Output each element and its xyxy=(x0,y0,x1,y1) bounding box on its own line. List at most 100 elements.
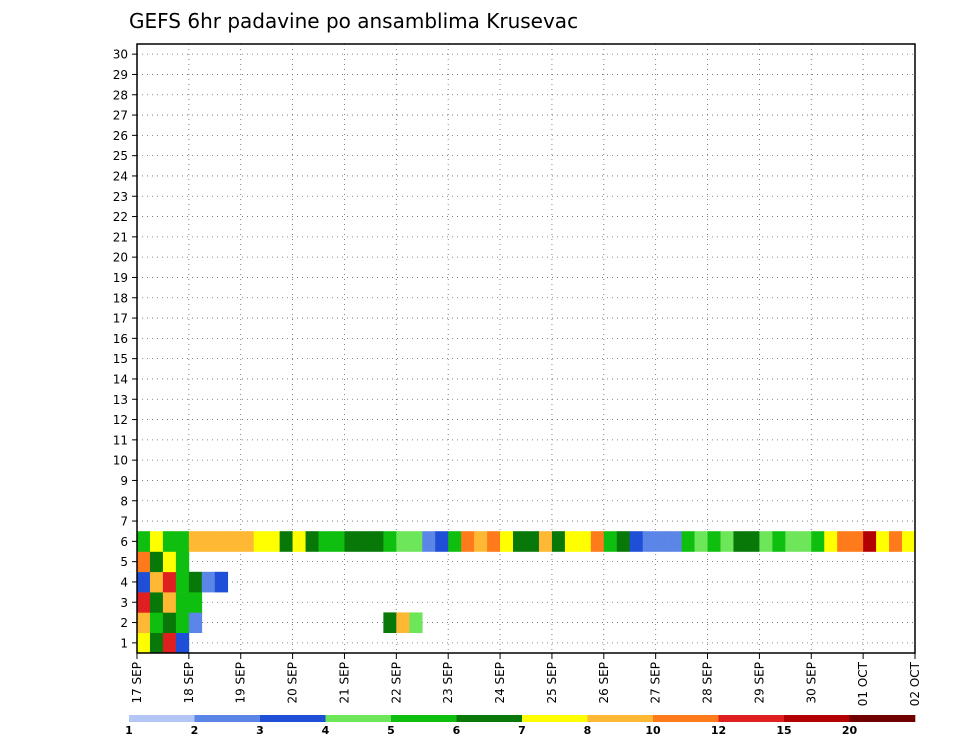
legend-color-swatch xyxy=(718,715,785,722)
y-tick-label: 3 xyxy=(120,596,128,610)
legend-label: 20 xyxy=(842,724,858,737)
heatmap-cell xyxy=(266,531,280,552)
x-tick-label: 20 SEP xyxy=(286,662,300,704)
heatmap-cell xyxy=(201,571,216,593)
heatmap-cell xyxy=(162,531,177,552)
heatmap-cell xyxy=(616,531,631,552)
heatmap-cell xyxy=(577,531,592,552)
heatmap-cell xyxy=(370,531,384,552)
legend-color-swatch xyxy=(456,715,523,722)
x-axis-ticks: 17 SEP 18 SEP 19 SEP 20 SEP 21 SEP 22 SEP 23 S… xyxy=(130,653,922,706)
heatmap-cell xyxy=(149,612,164,633)
y-tick-label: 26 xyxy=(113,129,128,143)
heatmap-cell xyxy=(642,531,656,552)
y-tick-label: 22 xyxy=(113,210,128,224)
y-axis-ticks: 1234567891011121314151617181920212223242… xyxy=(113,48,137,650)
heatmap-cell xyxy=(759,531,773,552)
heatmap-cell xyxy=(227,531,242,552)
heatmap-cell xyxy=(149,551,164,573)
heatmap-cell xyxy=(214,571,229,593)
x-tick-label: 28 SEP xyxy=(701,662,715,704)
heatmap-cell xyxy=(137,531,151,552)
heatmap-cell xyxy=(137,612,151,633)
x-tick-label: 21 SEP xyxy=(337,662,351,704)
y-tick-label: 25 xyxy=(113,149,128,163)
heatmap-cell xyxy=(137,632,151,654)
y-tick-label: 21 xyxy=(113,230,128,244)
heatmap-cell xyxy=(889,531,903,552)
y-tick-label: 16 xyxy=(113,332,128,346)
heatmap-cell xyxy=(188,592,203,613)
heatmap-cell xyxy=(396,531,410,552)
heatmap-cell xyxy=(720,531,734,552)
heatmap-cell xyxy=(149,592,164,613)
y-tick-label: 4 xyxy=(120,575,128,589)
x-tick-label: 27 SEP xyxy=(649,662,663,704)
heatmap-cell xyxy=(175,531,190,552)
legend-label: 8 xyxy=(584,724,592,737)
heatmap-cell xyxy=(331,531,345,552)
plot-grid xyxy=(137,44,915,653)
legend-label: 6 xyxy=(453,724,461,737)
y-tick-label: 9 xyxy=(120,474,128,488)
x-tick-label: 30 SEP xyxy=(804,662,818,704)
heatmap-cell xyxy=(137,551,151,573)
heatmap-cell xyxy=(149,632,164,654)
heatmap-cells xyxy=(137,531,916,654)
heatmap-cell xyxy=(357,531,371,552)
heatmap-cell xyxy=(772,531,786,552)
y-tick-label: 11 xyxy=(113,433,128,447)
heatmap-cell xyxy=(175,632,190,654)
heatmap-cell xyxy=(487,531,501,552)
heatmap-cell xyxy=(785,531,799,552)
heatmap-cell xyxy=(175,612,190,633)
x-tick-label: 19 SEP xyxy=(234,662,248,704)
heatmap-cell xyxy=(137,592,151,613)
heatmap-cell xyxy=(214,531,229,552)
y-tick-label: 8 xyxy=(120,494,128,508)
heatmap-cell xyxy=(422,531,436,552)
x-tick-label: 26 SEP xyxy=(597,662,611,704)
heatmap-cell xyxy=(798,531,812,552)
heatmap-cell xyxy=(188,612,203,633)
x-tick-label: 24 SEP xyxy=(493,662,507,704)
x-tick-label: 01 OCT xyxy=(856,661,870,706)
y-tick-label: 2 xyxy=(120,616,128,630)
heatmap-cell xyxy=(603,531,618,552)
y-tick-label: 1 xyxy=(120,636,128,650)
legend-label: 12 xyxy=(711,724,726,737)
x-tick-label: 29 SEP xyxy=(752,662,766,704)
heatmap-cell xyxy=(162,632,177,654)
chart-title: GEFS 6hr padavine po ansamblima Krusevac xyxy=(129,9,578,33)
heatmap-cell xyxy=(513,531,527,552)
y-tick-label: 19 xyxy=(113,271,128,285)
legend-color-swatch xyxy=(391,715,457,722)
heatmap-cell xyxy=(162,612,177,633)
heatmap-cell xyxy=(551,531,566,552)
heatmap-cell xyxy=(318,531,332,552)
heatmap-cell xyxy=(162,571,177,593)
heatmap-cell xyxy=(279,531,293,552)
legend-color-swatch xyxy=(784,715,850,722)
color-legend: 1 2 3 4 5 6 7 8 10 12 15 20 xyxy=(125,715,916,737)
y-tick-label: 30 xyxy=(113,48,128,62)
heatmap-cell xyxy=(902,531,916,552)
legend-label: 2 xyxy=(191,724,199,737)
y-tick-label: 15 xyxy=(113,352,128,366)
heatmap-cell xyxy=(681,531,695,552)
heatmap-cell xyxy=(694,531,708,552)
x-tick-label: 23 SEP xyxy=(441,662,455,704)
legend-label: 5 xyxy=(387,724,395,737)
y-tick-label: 23 xyxy=(113,190,128,204)
heatmap-cell xyxy=(461,531,475,552)
heatmap-cell xyxy=(292,531,306,552)
x-tick-label: 18 SEP xyxy=(182,662,196,704)
y-tick-label: 5 xyxy=(120,555,128,569)
legend-color-swatch xyxy=(653,715,719,722)
heatmap-cell xyxy=(162,551,177,573)
heatmap-cell xyxy=(137,571,151,593)
heatmap-cell xyxy=(435,531,449,552)
y-tick-label: 24 xyxy=(113,169,128,183)
heatmap-cell xyxy=(590,531,605,552)
